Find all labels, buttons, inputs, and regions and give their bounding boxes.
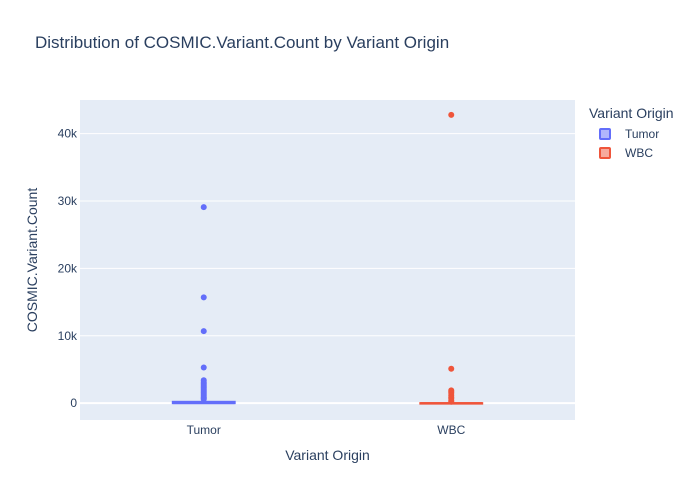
outlier-point xyxy=(448,111,455,118)
outlier-point xyxy=(200,204,207,211)
legend-item-wbc[interactable]: WBC xyxy=(599,144,653,162)
y-tick-label: 10k xyxy=(58,329,78,343)
legend-item-tumor[interactable]: Tumor xyxy=(599,125,659,143)
legend-swatch-wbc xyxy=(599,147,611,159)
x-axis-title: Variant Origin xyxy=(285,447,370,463)
legend-label-wbc: WBC xyxy=(625,146,653,160)
gridlines xyxy=(80,133,575,405)
box-trace-wbc xyxy=(419,111,484,405)
x-tick-labels: Tumor WBC xyxy=(187,423,466,437)
legend-swatch-tumor xyxy=(599,128,611,140)
outlier-point xyxy=(448,365,455,372)
plot-area xyxy=(80,100,575,420)
legend-label-tumor: Tumor xyxy=(625,127,660,141)
outlier-point xyxy=(200,294,207,301)
x-tick-label: WBC xyxy=(437,423,465,437)
box-trace-tumor xyxy=(171,204,236,405)
y-tick-labels: 0 10k 20k 30k 40k xyxy=(58,127,78,410)
outlier-point xyxy=(200,328,207,335)
outlier-point xyxy=(448,398,455,405)
legend: Variant Origin Tumor WBC xyxy=(589,105,674,160)
chart-title: Distribution of COSMIC.Variant.Count by … xyxy=(35,33,450,52)
legend-title: Variant Origin xyxy=(589,105,674,121)
y-tick-label: 30k xyxy=(58,194,78,208)
box-traces[interactable] xyxy=(171,111,484,405)
x-tick-label: Tumor xyxy=(187,423,221,437)
y-tick-label: 40k xyxy=(58,127,78,141)
y-tick-label: 20k xyxy=(58,261,78,275)
outlier-point xyxy=(200,364,207,371)
outlier-point xyxy=(200,396,207,403)
y-axis-title: COSMIC.Variant.Count xyxy=(24,188,40,333)
y-tick-label: 0 xyxy=(70,396,77,410)
